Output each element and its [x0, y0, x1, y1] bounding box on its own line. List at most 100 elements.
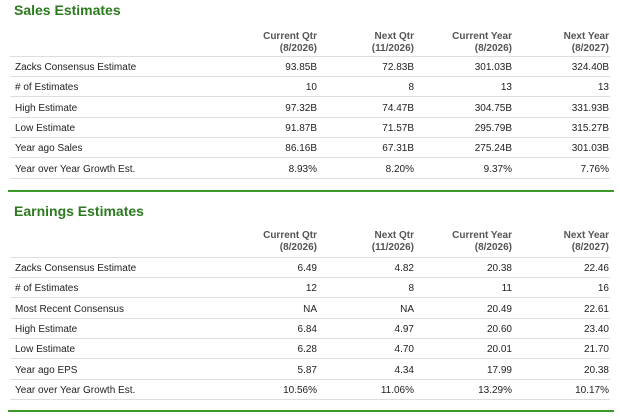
row-label: Year over Year Growth Est. [15, 384, 136, 396]
row-value: 20.38 [583, 364, 609, 376]
row-value: 20.60 [486, 323, 512, 335]
row-value: 16 [597, 283, 609, 295]
row-value: 11.06% [380, 384, 414, 396]
row-value: 72.83B [382, 62, 414, 73]
row-label: Low Estimate [15, 344, 76, 356]
row-value: 295.79B [474, 122, 512, 134]
column-header-period: Next Qtr [374, 31, 414, 42]
table-header-line [10, 56, 610, 57]
row-divider [10, 116, 610, 118]
column-header-date: (8/2026) [474, 242, 512, 253]
row-value: 301.03B [474, 62, 512, 73]
row-value: 4.70 [394, 344, 414, 356]
earnings-column-header: Current Year (8/2026) [402, 230, 512, 254]
earnings-estimates-section: Earnings Estimates Current Qtr (8/2026) Ne… [0, 196, 620, 410]
row-value: 4.97 [394, 323, 414, 335]
row-value: 331.93B [571, 102, 609, 114]
row-value: 10.56% [283, 384, 317, 396]
row-value: 7.76% [580, 163, 609, 175]
row-divider [10, 378, 610, 380]
row-value: 22.61 [583, 303, 609, 315]
row-value: 86.16B [285, 143, 317, 155]
row-value: 74.47B [382, 102, 414, 114]
sales-column-header: Current Year (8/2026) [402, 31, 512, 55]
table-row: Low Estimate 91.87B 71.57B 295.79B 315.27B [0, 118, 620, 138]
row-divider [10, 157, 610, 159]
row-value: 8 [408, 82, 414, 94]
row-value: 17.99 [486, 364, 512, 376]
row-value: 5.87 [297, 364, 317, 376]
row-value: 22.46 [583, 263, 609, 274]
row-value: 6.28 [297, 344, 317, 356]
sales-column-header: Current Qtr (8/2026) [207, 31, 317, 55]
table-row: Zacks Consensus Estimate 93.85B 72.83B 301.… [0, 57, 620, 77]
column-header-period: Current Qtr [263, 230, 317, 241]
row-value: NA [303, 303, 317, 315]
row-value: NA [400, 303, 414, 315]
column-header-period: Next Qtr [374, 230, 414, 241]
sales-estimates-title: Sales Estimates [14, 2, 121, 18]
row-value: 97.32B [285, 102, 317, 114]
row-value: 20.01 [486, 344, 512, 356]
row-label: Year over Year Growth Est. [15, 163, 136, 175]
row-value: 10.17% [575, 384, 609, 396]
row-value: 91.87B [285, 122, 317, 134]
column-header-date: (8/2027) [571, 43, 609, 54]
row-label: Zacks Consensus Estimate [15, 62, 137, 73]
earnings-section-divider [8, 410, 614, 412]
row-value: 304.75B [474, 102, 512, 114]
row-value: 13 [597, 82, 609, 94]
row-value: 4.34 [394, 364, 414, 376]
row-divider [10, 398, 610, 400]
column-header-date: (8/2026) [474, 43, 512, 54]
table-row: Low Estimate 6.28 4.70 20.01 21.70 [0, 339, 620, 360]
row-label: Low Estimate [15, 122, 76, 134]
row-value: 6.84 [297, 323, 317, 335]
column-header-period: Current Qtr [263, 31, 317, 42]
row-value: 13 [500, 82, 512, 94]
table-header-line [10, 257, 610, 258]
table-row: Year over Year Growth Est. 8.93% 8.20% 9.37… [0, 159, 620, 179]
row-value: 315.27B [571, 122, 609, 134]
row-value: 13.29% [478, 384, 512, 396]
row-divider [10, 96, 610, 98]
table-row: Most Recent Consensus NA NA 20.49 22.61 [0, 299, 620, 319]
row-value: 23.40 [583, 323, 609, 335]
column-header-date: (8/2026) [279, 242, 317, 253]
table-row: # of Estimates 10 8 13 13 [0, 77, 620, 98]
column-header-date: (11/2026) [371, 242, 414, 253]
row-value: 20.38 [486, 263, 512, 274]
row-label: High Estimate [15, 102, 78, 114]
row-label: Zacks Consensus Estimate [15, 263, 137, 274]
sales-column-header: Next Qtr (11/2026) [304, 31, 414, 55]
row-value: 21.70 [583, 344, 609, 356]
row-divider [10, 136, 610, 138]
row-divider [10, 317, 610, 319]
row-value: 324.40B [571, 62, 609, 73]
earnings-column-header: Next Qtr (11/2026) [304, 230, 414, 254]
row-value: 8 [408, 283, 414, 295]
table-row: Zacks Consensus Estimate 6.49 4.82 20.38 22.… [0, 258, 620, 278]
row-value: 4.82 [394, 263, 414, 274]
row-value: 67.31B [382, 143, 414, 155]
column-header-period: Current Year [452, 230, 512, 241]
sales-section-divider [8, 190, 614, 192]
row-value: 20.49 [486, 303, 512, 315]
row-value: 301.03B [571, 143, 609, 155]
row-value: 8.20% [385, 163, 414, 175]
table-row: High Estimate 97.32B 74.47B 304.75B 331.93B [0, 98, 620, 118]
row-value: 275.24B [474, 143, 512, 155]
column-header-period: Next Year [563, 31, 609, 42]
table-row: Year ago Sales 86.16B 67.31B 275.24B 301.03B [0, 138, 620, 159]
table-row: Year ago EPS 5.87 4.34 17.99 20.38 [0, 360, 620, 380]
table-row: # of Estimates 12 8 11 16 [0, 278, 620, 299]
row-divider [10, 358, 610, 360]
column-header-date: (11/2026) [371, 43, 414, 54]
sales-estimates-section: Sales Estimates Current Qtr (8/2026) Next … [0, 0, 620, 190]
column-header-date: (8/2027) [571, 242, 609, 253]
earnings-column-header: Current Qtr (8/2026) [207, 230, 317, 254]
row-label: # of Estimates [15, 82, 79, 94]
column-header-period: Next Year [563, 230, 609, 241]
row-divider [10, 337, 610, 339]
row-value: 93.85B [285, 62, 317, 73]
